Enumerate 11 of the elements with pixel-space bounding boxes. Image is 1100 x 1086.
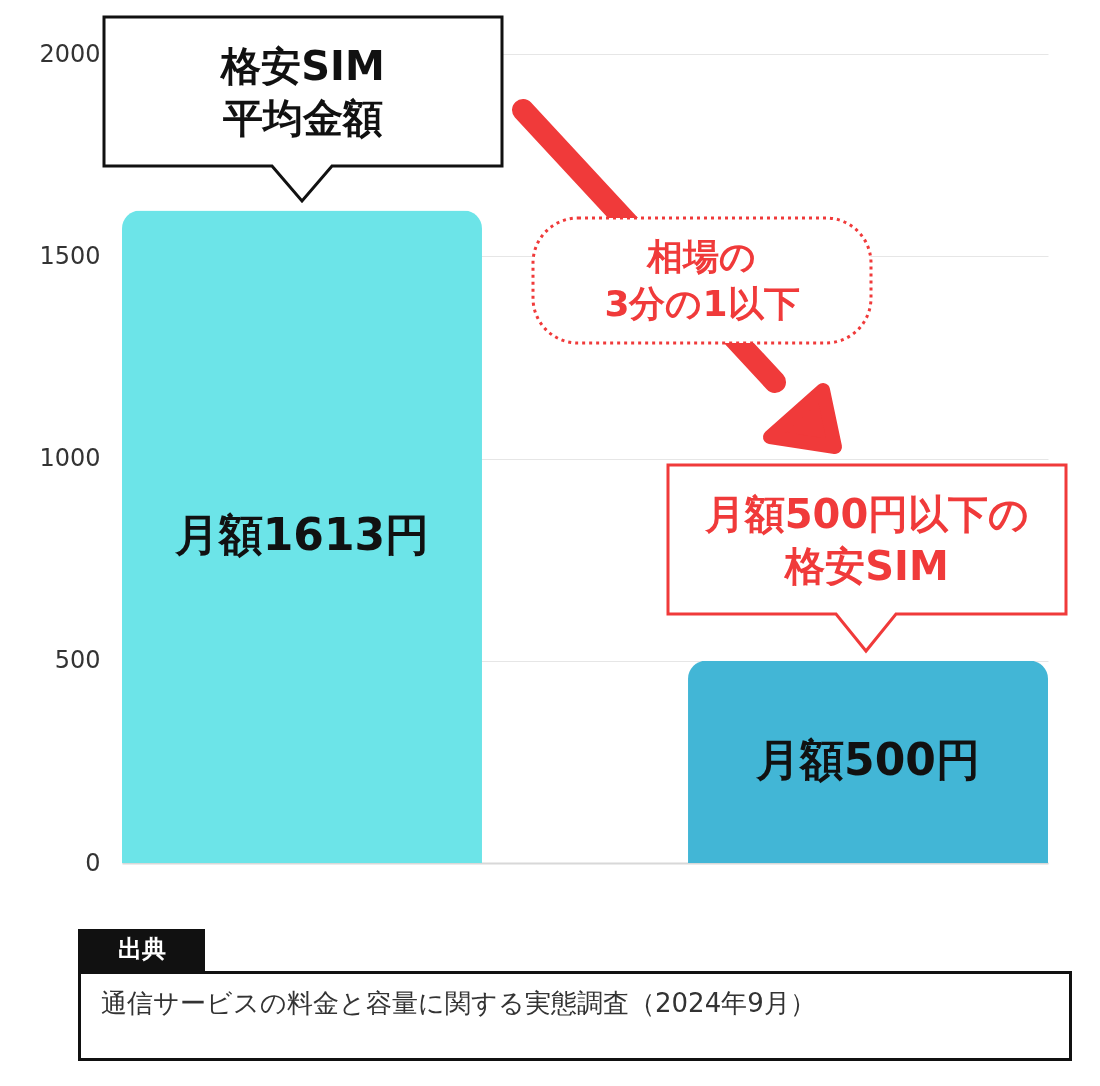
y-tick-label: 500 <box>54 646 101 675</box>
data-label: 月額1613円 <box>173 508 430 560</box>
annotation: 格安SIM 平均金額 <box>219 42 386 143</box>
y-tick-label: 0 <box>85 848 101 877</box>
text: 通信サービスの料金と容量に関する実態調査（2024年9月） <box>78 971 1072 1061</box>
y-tick-label: 2000 <box>39 39 101 68</box>
y-tick-label: 1000 <box>39 444 101 472</box>
y-tick-label: 1500 <box>39 241 101 270</box>
data-label: 月額500円 <box>755 733 980 785</box>
annotation: 月額500円以下の格安SIM <box>703 490 1031 591</box>
text: 出典 <box>78 929 205 971</box>
